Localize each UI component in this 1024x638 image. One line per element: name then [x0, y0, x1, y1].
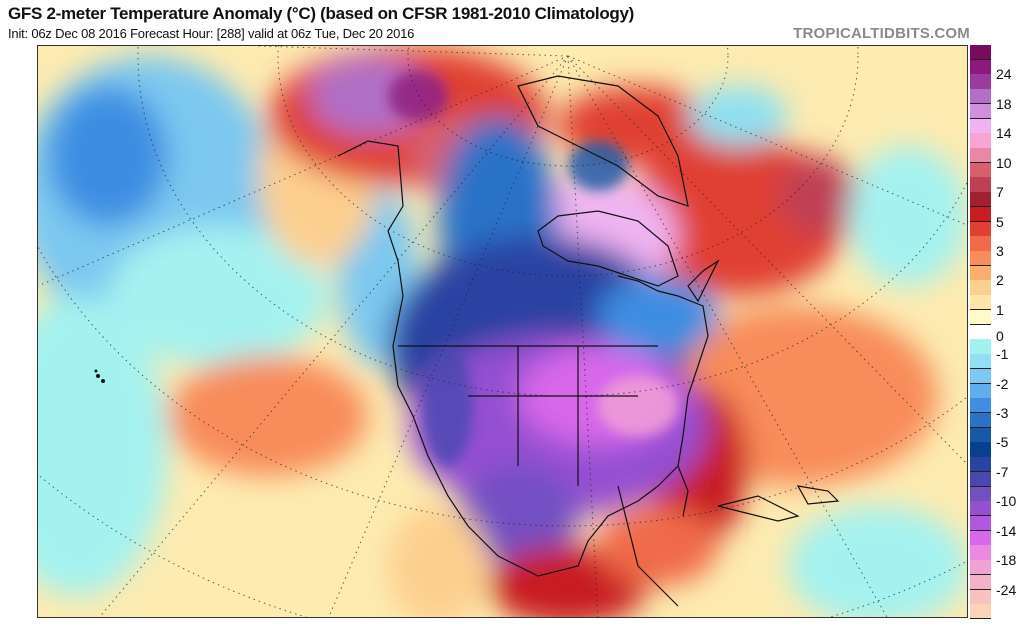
colorbar-swatch	[970, 398, 991, 414]
colorbar-swatch	[970, 530, 991, 546]
colorbar-swatch	[970, 383, 991, 399]
colorbar-label: -24	[996, 581, 1017, 598]
anomaly-field	[38, 46, 967, 617]
map-title: GFS 2-meter Temperature Anomaly (°C) (ba…	[8, 4, 635, 23]
colorbar-swatch	[970, 162, 991, 178]
colorbar-label: -3	[996, 404, 1009, 421]
colorbar-legend: 24 18 14 10 7 5 3 2 1 0 -1 -2 -3 -5 -7 -10 -14 -18 -24	[970, 45, 1016, 620]
colorbar-swatch	[970, 295, 991, 311]
colorbar-label: -2	[996, 375, 1009, 392]
colorbar-label: -1	[996, 346, 1009, 363]
colorbar-swatch	[970, 589, 991, 605]
colorbar-label: -5	[996, 434, 1009, 451]
colorbar-swatch	[970, 251, 991, 267]
colorbar-label: 3	[996, 243, 1004, 260]
colorbar-label: -10	[996, 493, 1017, 510]
colorbar-label: -14	[996, 522, 1017, 539]
colorbar-swatch	[970, 74, 991, 90]
colorbar-swatch	[970, 427, 991, 443]
colorbar-swatch	[970, 192, 991, 208]
colorbar-swatch	[970, 574, 991, 591]
colorbar-swatch	[970, 457, 991, 473]
colorbar-swatch	[970, 515, 991, 532]
colorbar-swatch	[970, 45, 991, 61]
colorbar-swatch	[970, 221, 991, 237]
colorbar-swatch	[970, 103, 991, 120]
colorbar-label: 14	[996, 125, 1012, 142]
colorbar-label: -18	[996, 552, 1017, 569]
colorbar-label: 0	[996, 327, 1004, 344]
colorbar-swatch	[970, 133, 991, 149]
colorbar-swatch	[970, 604, 991, 620]
colorbar-swatch	[970, 118, 991, 134]
colorbar-swatch	[970, 148, 991, 164]
colorbar-swatch	[970, 368, 991, 384]
colorbar-swatch	[970, 206, 991, 223]
colorbar-swatch	[970, 501, 991, 517]
temperature-anomaly-map	[37, 45, 968, 618]
colorbar-swatch	[970, 309, 991, 326]
colorbar-label: 5	[996, 213, 1004, 230]
colorbar-swatch	[970, 280, 991, 296]
coastlines	[337, 75, 840, 607]
colorbar-swatch	[970, 560, 991, 576]
colorbar-swatch	[970, 59, 991, 75]
forecast-info: Init: 06z Dec 08 2016 Forecast Hour: [28…	[8, 26, 415, 41]
colorbar-swatch	[970, 471, 991, 488]
colorbar-swatch	[970, 177, 991, 193]
colorbar-label: 1	[996, 301, 1004, 318]
colorbar-swatch	[970, 412, 991, 429]
colorbar-swatch	[970, 89, 991, 105]
colorbar-label: 2	[996, 272, 1004, 289]
colorbar-swatch	[970, 236, 991, 252]
colorbar-label: -7	[996, 463, 1009, 480]
colorbar-label: 18	[996, 95, 1012, 112]
colorbar-swatch	[970, 339, 991, 355]
colorbar-swatch	[970, 354, 991, 370]
colorbar-swatch	[970, 265, 991, 281]
colorbar-label: 24	[996, 66, 1012, 83]
colorbar-swatch	[970, 324, 991, 340]
colorbar-swatch	[970, 486, 991, 502]
graticule	[38, 46, 967, 617]
colorbar-label: 7	[996, 184, 1004, 201]
brand-watermark: TROPICALTIDBITS.COM	[793, 25, 970, 42]
colorbar-swatch	[970, 442, 991, 458]
colorbar-swatch	[970, 545, 991, 561]
colorbar-label: 10	[996, 154, 1012, 171]
